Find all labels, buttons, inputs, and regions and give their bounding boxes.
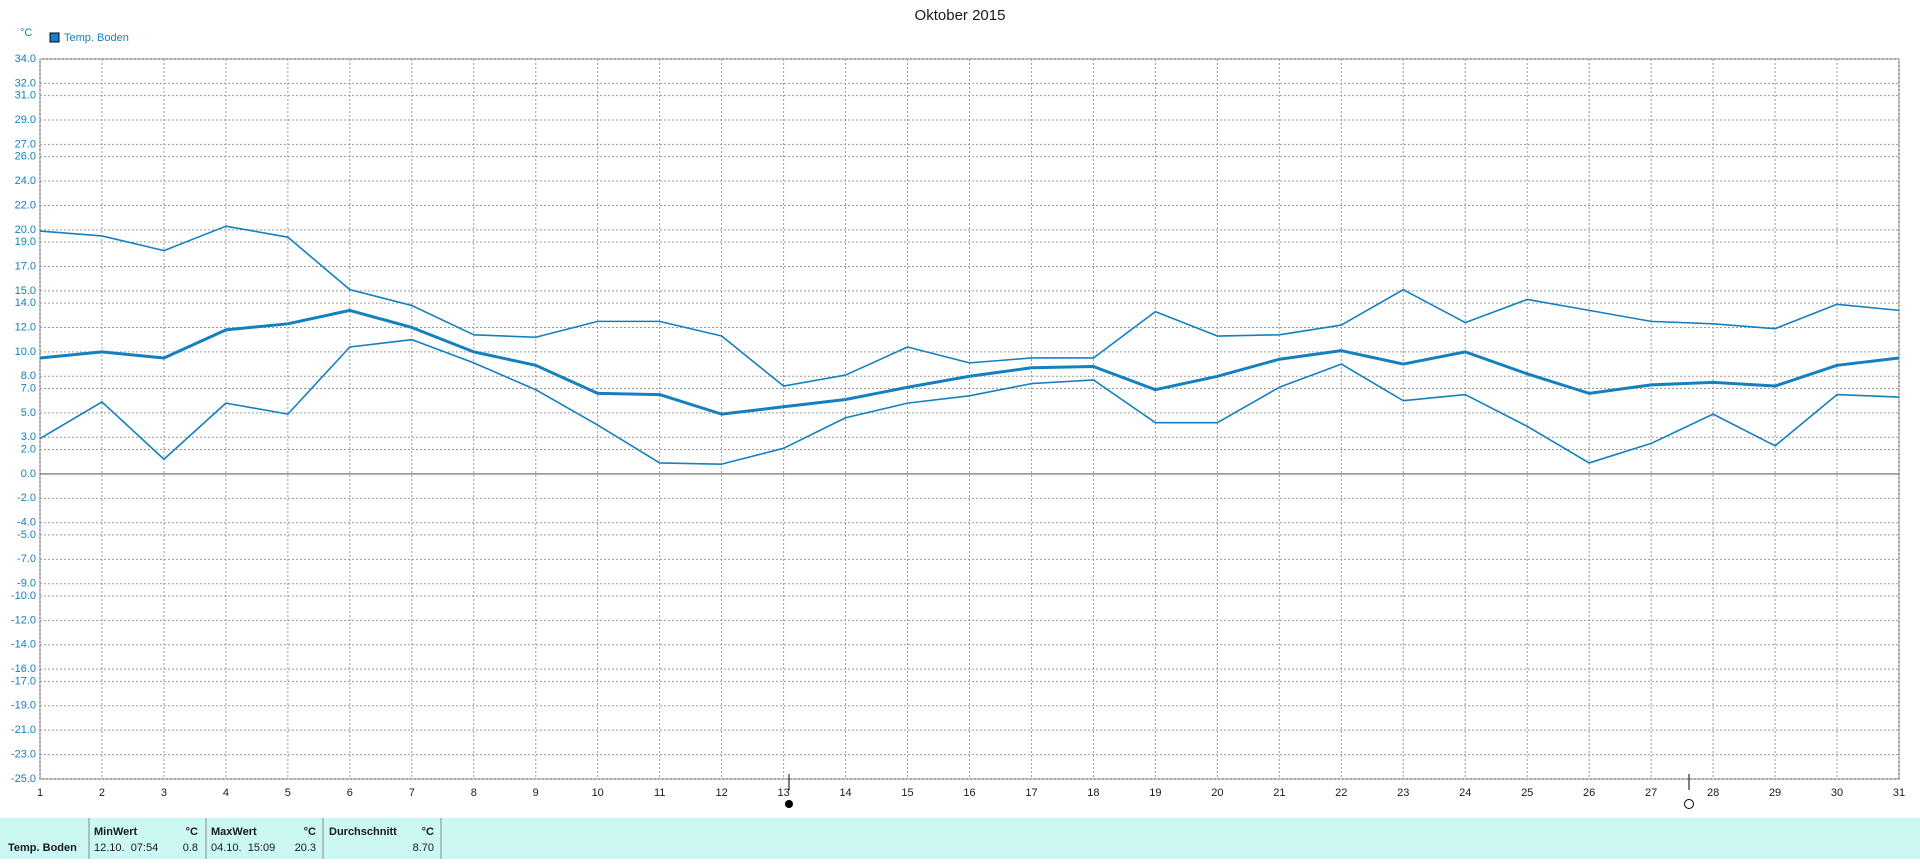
y-tick-label: 10.0 [15,346,36,358]
x-tick-label: 28 [1707,787,1719,799]
header-cell: MaxWert [211,826,257,838]
y-tick-label: -12.0 [11,614,36,626]
y-tick-label: 2.0 [21,443,36,455]
x-tick-label: 24 [1459,787,1471,799]
x-tick-label: 9 [533,787,539,799]
x-tick-label: 8 [471,787,477,799]
x-tick-label: 12 [716,787,728,799]
line-mean [39,308,1900,416]
y-tick-label: -14.0 [11,639,36,651]
y-tick-label: 3.0 [21,431,36,443]
y-tick-label: 24.0 [15,175,36,187]
x-tick-label: 6 [347,787,353,799]
y-tick-label: -2.0 [17,492,36,504]
x-tick-label: 22 [1335,787,1347,799]
y-tick-label: -9.0 [17,578,36,590]
x-tick-label: 7 [409,787,415,799]
row-label: Temp. Boden [8,842,77,854]
y-tick-label: -25.0 [11,773,36,785]
y-unit: °C [20,27,32,39]
x-tick-label: 23 [1397,787,1409,799]
header-cell: °C [304,826,316,838]
x-tick-label: 25 [1521,787,1533,799]
y-tick-label: 7.0 [21,382,36,394]
cell: 12.10. 07:54 [94,842,158,854]
y-tick-label: 22.0 [15,199,36,211]
x-tick-label: 20 [1211,787,1223,799]
cell: 8.70 [413,842,434,854]
y-tick-label: 26.0 [15,151,36,163]
x-tick-label: 15 [901,787,913,799]
x-tick-label: 31 [1893,787,1905,799]
y-tick-label: 0.0 [21,468,36,480]
x-tick-label: 26 [1583,787,1595,799]
x-tick-label: 1 [37,787,43,799]
y-tick-label: -21.0 [11,724,36,736]
header-cell: Durchschnitt [329,826,397,838]
marker-max [1684,799,1694,809]
x-tick-label: 3 [161,787,167,799]
x-tick-label: 21 [1273,787,1285,799]
x-tick-label: 19 [1149,787,1161,799]
legend-swatch [49,32,60,43]
x-tick-label: 16 [963,787,975,799]
header-cell: °C [422,826,434,838]
cell: 04.10. 15:09 [211,842,275,854]
y-tick-label: 34.0 [15,53,36,65]
line-min [39,338,1900,465]
y-tick-label: -4.0 [17,517,36,529]
y-tick-label: 29.0 [15,114,36,126]
x-tick-label: 13 [777,787,789,799]
x-tick-label: 30 [1831,787,1843,799]
summary-band [0,818,1920,859]
x-tick-label: 17 [1025,787,1037,799]
y-tick-label: -19.0 [11,700,36,712]
x-tick-label: 18 [1087,787,1099,799]
x-tick-label: 2 [99,787,105,799]
x-tick-label: 29 [1769,787,1781,799]
x-tick-label: 10 [592,787,604,799]
y-tick-label: 5.0 [21,407,36,419]
line-max [39,225,1900,387]
x-tick-label: 14 [839,787,851,799]
chart-title: Oktober 2015 [915,7,1006,24]
header-cell: °C [186,826,198,838]
header-cell: MinWert [94,826,138,838]
y-tick-label: 20.0 [15,224,36,236]
y-tick-label: 19.0 [15,236,36,248]
y-tick-label: -5.0 [17,529,36,541]
cell: 0.8 [183,842,198,854]
y-tick-label: 15.0 [15,285,36,297]
y-tick-label: 12.0 [15,321,36,333]
y-tick-label: -17.0 [11,675,36,687]
x-tick-label: 27 [1645,787,1657,799]
cell: 20.3 [295,842,316,854]
y-tick-label: 14.0 [15,297,36,309]
y-tick-label: -23.0 [11,748,36,760]
marker-min [785,800,793,808]
y-tick-label: 17.0 [15,260,36,272]
y-tick-label: 31.0 [15,90,36,102]
y-tick-label: 8.0 [21,370,36,382]
x-tick-label: 11 [654,787,665,799]
y-tick-label: -7.0 [17,553,36,565]
y-tick-label: -10.0 [11,590,36,602]
x-tick-label: 4 [223,787,229,799]
y-tick-label: -16.0 [11,663,36,675]
y-tick-label: 27.0 [15,138,36,150]
legend-label: Temp. Boden [64,32,129,44]
y-tick-label: 32.0 [15,77,36,89]
x-tick-label: 5 [285,787,291,799]
